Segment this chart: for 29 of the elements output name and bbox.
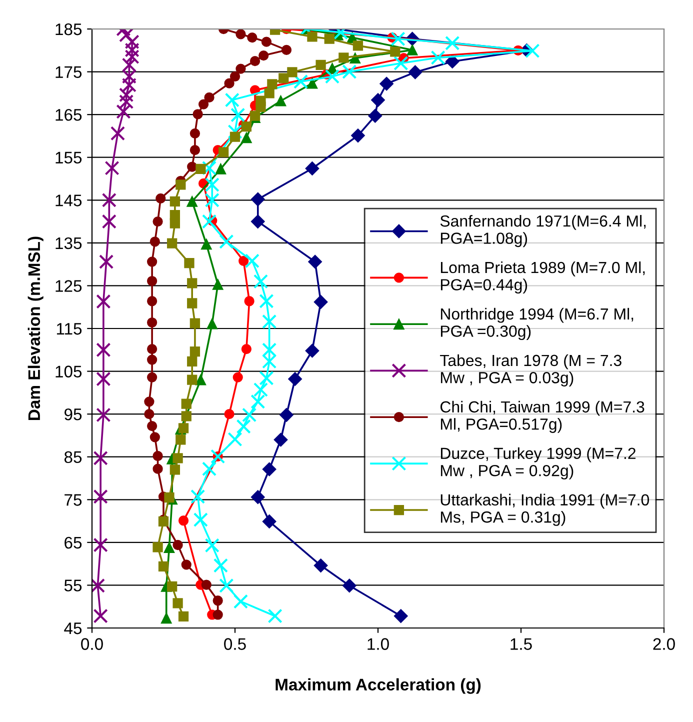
- y-tick-label: 45: [64, 622, 82, 634]
- y-tick-label: 95: [64, 408, 82, 420]
- y-tick-label: 165: [56, 108, 82, 121]
- x-tick-label: 1.5: [510, 638, 532, 650]
- legend-label: Northridge 1994 (M=6.7 Ml, PGA =0.30g): [440, 308, 634, 340]
- legend-label: Uttarkashi, India 1991 (M=7.0 Ms, PGA = 0.31g): [440, 494, 650, 526]
- x-tick-label: 0.5: [224, 638, 246, 650]
- x-axis-title: Maximum Acceleration (g): [276, 678, 481, 694]
- y-tick-label: 145: [56, 194, 82, 206]
- y-tick-label: 75: [64, 494, 82, 506]
- y-tick-label: 85: [64, 451, 82, 464]
- x-tick-label: 0.0: [81, 638, 103, 650]
- y-tick-label: 115: [56, 323, 82, 335]
- y-tick-label: 155: [56, 152, 82, 164]
- x-tick-label: 2.0: [653, 638, 675, 650]
- legend-label: Loma Prieta 1989 (M=7.0 Ml, PGA=0.44g): [440, 261, 645, 294]
- y-tick-label: 55: [64, 580, 82, 592]
- y-tick-label: 105: [56, 366, 82, 378]
- legend-label: Sanfernando 1971(M=6.4 Ml, PGA=1.08g): [440, 214, 646, 248]
- y-tick-label: 135: [56, 237, 82, 250]
- y-tick-label: 185: [56, 23, 82, 36]
- legend-label: Tabes, Iran 1978 (M = 7.3 Mw , PGA = 0.03g): [440, 354, 622, 386]
- y-tick-label: 125: [56, 280, 82, 292]
- legend-label: Duzce, Turkey 1999 (M=7.2 Mw , PGA = 0.92g): [440, 447, 636, 480]
- y-tick-label: 65: [64, 536, 82, 549]
- legend-label: Chi Chi, Taiwan 1999 (M=7.3 Ml, PGA=0.517g): [440, 400, 644, 433]
- y-axis-title: Dam Elevation (m.MSL): [28, 236, 44, 420]
- y-tick-label: 175: [56, 66, 82, 78]
- x-tick-label: 1.0: [368, 638, 389, 650]
